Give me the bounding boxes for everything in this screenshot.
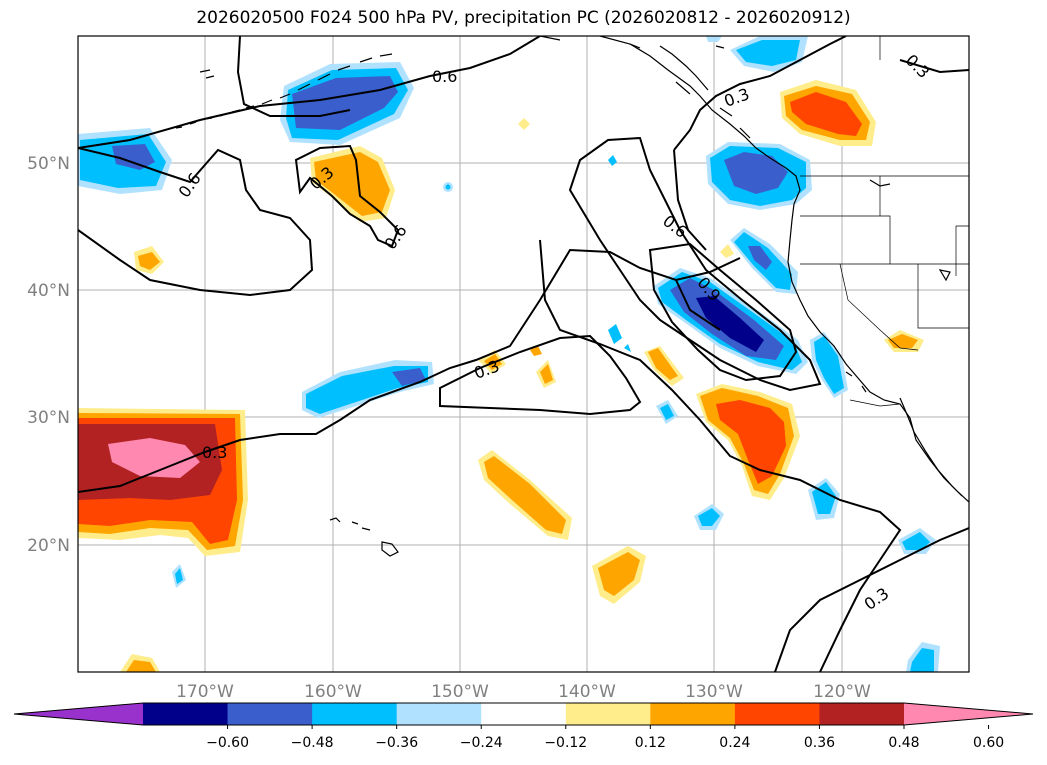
contour-label: 0.3 <box>722 84 752 111</box>
lat-tick-label: 30°N <box>27 408 70 428</box>
lat-tick-label: 50°N <box>27 154 70 174</box>
colorbar-segment <box>650 703 736 725</box>
lat-tick-label: 40°N <box>27 281 70 301</box>
colorbar-segment <box>227 703 313 725</box>
gridlines <box>78 36 969 672</box>
colorbar-extend-low <box>14 703 143 725</box>
pv-contours <box>78 36 969 672</box>
plot-title: 2026020500 F024 500 hPa PV, precipitatio… <box>196 8 851 28</box>
precipitation-shading <box>78 36 940 672</box>
colorbar-segment <box>143 703 229 725</box>
contour-label: 0.3 <box>902 51 933 82</box>
colorbar-tick-label: 0.60 <box>973 735 1004 751</box>
contour-label: 0.6 <box>659 211 691 242</box>
colorbar-tick-label: −0.60 <box>206 735 249 751</box>
lat-tick-label: 20°N <box>27 536 70 556</box>
contour-label: 0.6 <box>381 221 411 253</box>
contour-label: 0.3 <box>202 443 227 462</box>
colorbar-extend-high <box>904 703 1033 725</box>
colorbar-tick-label: −0.24 <box>460 735 503 751</box>
lon-tick-label: 150°W <box>431 682 489 702</box>
lon-tick-label: 170°W <box>176 682 234 702</box>
map-area: 0.6 0.6 0.3 0.6 0.3 0.3 0.6 0.9 0.3 0.3 … <box>78 36 969 672</box>
colorbar: −0.60 −0.48 −0.36 −0.24 −0.12 0.12 0.24 0.36 0.4… <box>13 702 1034 751</box>
colorbar-tick-label: −0.48 <box>291 735 334 751</box>
colorbar-tick-label: 0.12 <box>635 735 666 751</box>
lon-tick-label: 160°W <box>304 682 362 702</box>
contour-label: 0.6 <box>432 67 457 86</box>
colorbar-tick-label: −0.12 <box>544 735 587 751</box>
map-frame <box>77 35 970 673</box>
colorbar-segment <box>819 703 905 725</box>
colorbar-segment <box>734 703 820 725</box>
lon-tick-label: 140°W <box>558 682 616 702</box>
colorbar-tick-label: 0.36 <box>804 735 835 751</box>
colorbar-tick-label: −0.36 <box>375 735 418 751</box>
lon-tick-label: 120°W <box>813 682 871 702</box>
lon-axis-labels: 170°W 160°W 150°W 140°W 130°W 120°W <box>176 682 871 702</box>
contour-label: 0.6 <box>175 169 205 201</box>
lon-tick-label: 130°W <box>685 682 743 702</box>
colorbar-segment <box>481 703 567 725</box>
colorbar-outline <box>13 702 1034 726</box>
colorbar-tick-label: 0.24 <box>719 735 750 751</box>
contour-label: 0.3 <box>861 584 893 614</box>
colorbar-segment <box>312 703 398 725</box>
colorbar-segment <box>396 703 482 725</box>
colorbar-segment <box>565 703 651 725</box>
political-borders <box>800 36 969 407</box>
colorbar-tick-label: 0.48 <box>888 735 919 751</box>
lat-axis-labels: 20°N 30°N 40°N 50°N <box>27 154 70 556</box>
